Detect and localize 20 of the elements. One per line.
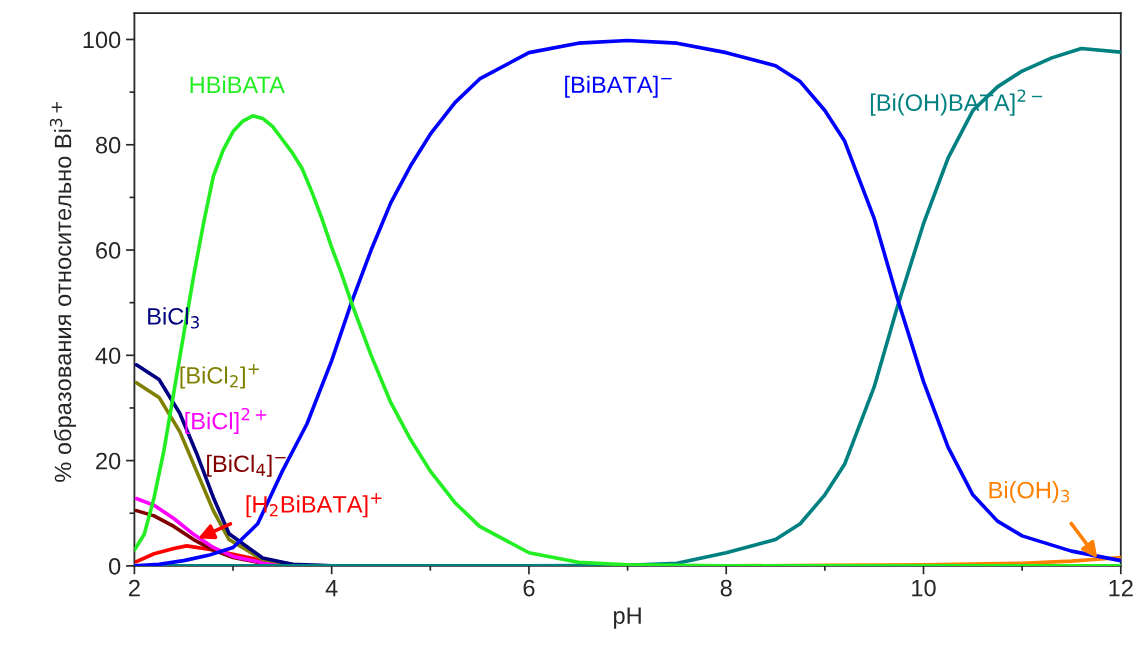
y-tick-label: 40 [95, 347, 121, 365]
x-tick-label: 4 [325, 579, 338, 597]
x-tick-label: 6 [523, 579, 535, 597]
x-axis-title: pH [614, 607, 641, 629]
y-tick-label: 20 [96, 452, 121, 470]
y-tick-label: 60 [96, 242, 121, 259]
text: [BiCl]$^{2+}$ [185, 407, 267, 435]
text: [BiCl$_{4}$]$^{−}$ [207, 454, 286, 477]
y-tick-label: 100 [83, 31, 121, 49]
y-tick-label: 80 [95, 136, 121, 154]
text: Bi(OH)$_{3}$ [989, 481, 1070, 504]
series-label: HBiBATA [190, 75, 285, 93]
x-tick-label: 8 [720, 579, 732, 597]
series-label: [BiBATA]$^{−}$ [565, 75, 672, 98]
x-tick-label: 2 [129, 579, 140, 597]
series-label: [BiCl$_{2}$]$^{+}$ [180, 364, 259, 389]
y-tick-label: 0 [109, 557, 121, 575]
x-tick-label: 12 [1109, 579, 1133, 597]
x-tick-label: 10 [912, 579, 936, 597]
y-axis-title: % образования относительно Bi$^{3+}$ [49, 102, 77, 482]
